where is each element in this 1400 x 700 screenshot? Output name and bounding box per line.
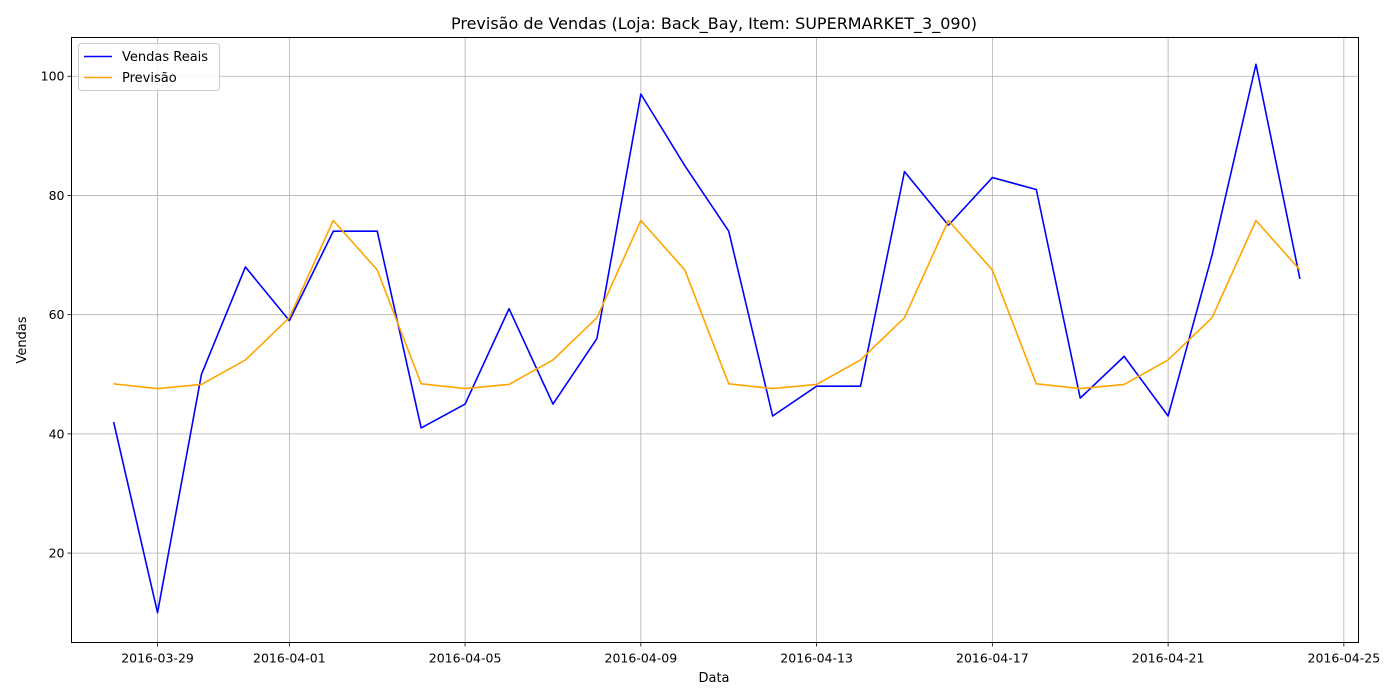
y-tick-label: 80 — [49, 188, 65, 203]
x-tick-label: 2016-03-29 — [121, 651, 194, 666]
y-tick-label: 40 — [49, 426, 65, 441]
x-axis-label: Data — [698, 671, 729, 686]
legend-box — [78, 43, 220, 91]
legend-label: Vendas Reais — [122, 50, 208, 65]
x-axis: 2016-03-29 2016-04-01 2016-04-05 2016-04-09… — [121, 642, 1381, 666]
x-tick-label: 2016-04-01 — [253, 651, 326, 666]
series-line-previsao — [113, 219, 1301, 390]
chart-title: Previsão de Vendas (Loja: Back_Bay, Item… — [451, 14, 977, 34]
series-line-vendas-reais — [112, 63, 1301, 614]
x-tick-label: 2016-04-21 — [1132, 651, 1205, 666]
x-tick-label: 2016-04-13 — [780, 651, 853, 666]
x-tick-label: 2016-04-09 — [605, 651, 678, 666]
x-tick-label: 2016-04-17 — [956, 651, 1029, 666]
legend-label: Previsão — [122, 71, 177, 86]
x-tick-label: 2016-04-25 — [1308, 651, 1381, 666]
y-axis: 20 40 60 80 100 — [41, 69, 72, 561]
legend: Vendas Reais Previsão — [78, 43, 220, 91]
y-tick-label: 20 — [49, 546, 65, 561]
y-axis-label: Vendas — [15, 316, 30, 363]
plot-frame — [71, 37, 1359, 643]
series-layer — [112, 63, 1301, 614]
y-tick-label: 60 — [49, 307, 65, 322]
x-tick-label: 2016-04-05 — [429, 651, 502, 666]
y-tick-label: 100 — [41, 69, 65, 84]
grid — [71, 37, 1359, 643]
